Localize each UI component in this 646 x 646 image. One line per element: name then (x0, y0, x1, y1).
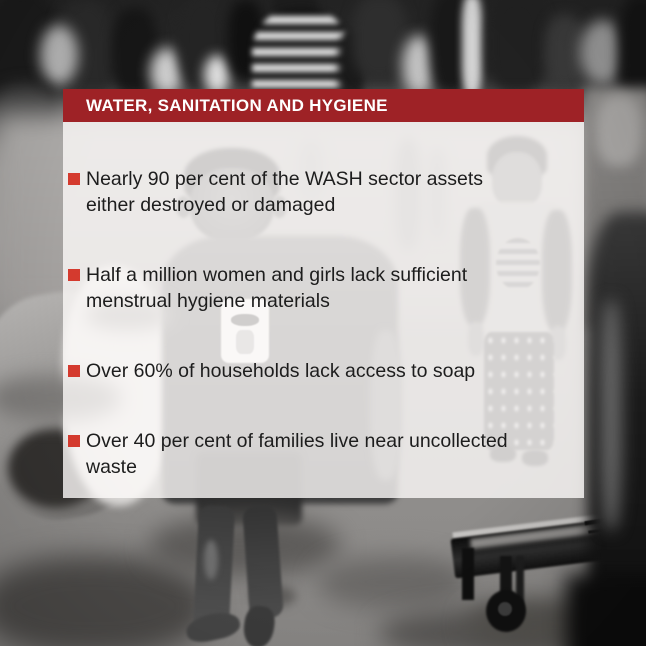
list-item: Half a million women and girls lack suff… (68, 262, 534, 314)
crowd-figure (545, 15, 585, 90)
square-bullet-icon (68, 269, 80, 281)
square-bullet-icon (68, 173, 80, 185)
crowd-figure (352, 0, 407, 80)
striped-shirt-person (252, 8, 350, 102)
crowd-light-blob (40, 25, 78, 85)
list-item-text: Half a million women and girls lack suff… (86, 264, 468, 312)
list-item: Nearly 90 per cent of the WASH sector as… (68, 166, 534, 218)
crowd-light-blob (204, 55, 230, 95)
foreground-light-blob (596, 96, 642, 166)
ground-shadow (0, 556, 210, 646)
list-item-text: Over 60% of households lack access to so… (86, 360, 476, 382)
cart-post (462, 548, 474, 600)
info-panel: WATER, SANITATION AND HYGIENE Nearly 90 … (63, 89, 584, 498)
cart-strap (516, 556, 524, 612)
crowd-light-blob (580, 20, 625, 85)
list-item: Over 40 per cent of families live near u… (68, 428, 534, 480)
square-bullet-icon (68, 365, 80, 377)
ground-shadow (318, 556, 468, 608)
boy-foot (241, 604, 277, 646)
foreground-dark-corner (566, 574, 646, 646)
boy-knee-highlight (204, 540, 218, 580)
square-bullet-icon (68, 435, 80, 447)
list-item-text: Nearly 90 per cent of the WASH sector as… (86, 168, 484, 216)
panel-header: WATER, SANITATION AND HYGIENE (63, 89, 584, 122)
crowd-figure (112, 8, 158, 100)
panel-title: WATER, SANITATION AND HYGIENE (86, 95, 388, 115)
foreground-light-streak (600, 300, 622, 530)
list-item-text: Over 40 per cent of families live near u… (86, 430, 508, 478)
cart-wheel-hub (498, 602, 512, 616)
pole (462, 0, 482, 95)
crowd-figure (488, 0, 546, 95)
list-item: Over 60% of households lack access to so… (68, 358, 534, 384)
